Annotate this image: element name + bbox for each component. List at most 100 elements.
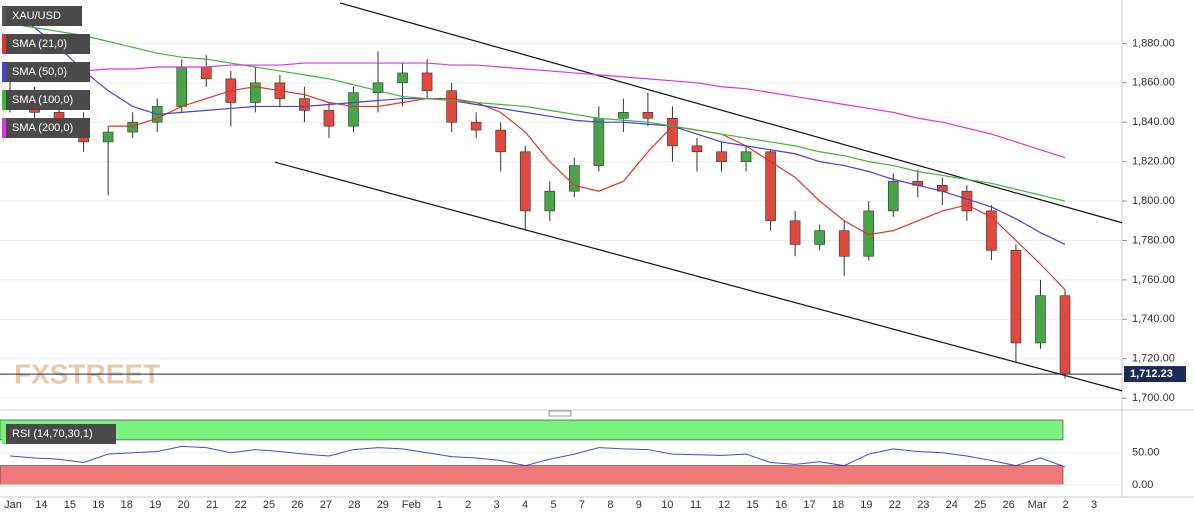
legend-box[interactable] xyxy=(2,118,90,138)
x-tick-label: 11 xyxy=(690,499,701,511)
candle-body xyxy=(814,230,825,245)
candle-body xyxy=(887,181,899,212)
last-price-box xyxy=(1124,366,1186,383)
legend-label: SMA (200,0) xyxy=(12,122,73,134)
candle-body xyxy=(986,210,997,251)
candle-body xyxy=(397,72,408,84)
x-tick-label: 2 xyxy=(465,499,471,511)
x-tick-label: 19 xyxy=(860,499,872,511)
y-tick-label: 1,800.00 xyxy=(1132,195,1175,207)
rsi-legend-swatch xyxy=(2,424,6,444)
candle-body xyxy=(789,220,801,245)
legend-label: SMA (21,0) xyxy=(12,38,67,50)
sma-line xyxy=(9,23,1066,202)
x-tick-label: 18 xyxy=(121,499,133,511)
x-tick-label: 18 xyxy=(832,499,844,511)
legend-label: XAU/USD xyxy=(12,10,61,22)
candle-body xyxy=(765,151,776,222)
legend-box[interactable] xyxy=(2,90,90,110)
rsi-legend-box[interactable] xyxy=(2,424,116,444)
candle-body xyxy=(470,121,482,131)
candle-body xyxy=(740,151,752,162)
candle-body xyxy=(127,121,138,133)
legend-swatch xyxy=(2,62,6,82)
x-tick-label: 4 xyxy=(522,499,528,511)
x-tick-label: 14 xyxy=(35,499,47,511)
x-tick-label: Jan xyxy=(4,499,22,511)
y-tick-label: 1,740.00 xyxy=(1132,313,1175,325)
candle-body xyxy=(544,190,556,212)
candle-body xyxy=(1035,295,1046,344)
candle-body xyxy=(618,112,629,119)
x-tick-label: 29 xyxy=(377,499,389,511)
rsi-overbought-zone xyxy=(0,419,1064,441)
candle-body xyxy=(299,98,310,111)
rsi-tick-label: 0.00 xyxy=(1132,479,1153,491)
candle-body xyxy=(348,92,359,127)
x-tick-label: 10 xyxy=(661,499,673,511)
x-tick-label: 20 xyxy=(178,499,190,511)
candle-body xyxy=(1010,250,1022,344)
trendline xyxy=(274,161,1123,392)
legend-box[interactable] xyxy=(2,62,90,82)
candle-body xyxy=(176,66,188,107)
x-tick-label: 22 xyxy=(889,499,901,511)
x-tick-label: 26 xyxy=(1003,499,1015,511)
candle-body xyxy=(716,151,727,162)
x-tick-label: Mar xyxy=(1028,499,1047,511)
rsi-tick-label: 50.00 xyxy=(1132,447,1160,459)
x-tick-label: 3 xyxy=(1091,499,1097,511)
candle-body xyxy=(667,117,678,147)
candle-body xyxy=(838,230,850,257)
candle-body xyxy=(372,82,384,93)
candle-body xyxy=(1059,295,1071,375)
candle-body xyxy=(691,145,703,153)
candle-body xyxy=(519,151,531,212)
candle-body xyxy=(642,112,654,119)
x-tick-label: 19 xyxy=(149,499,161,511)
sma-line xyxy=(9,62,1066,159)
legend-box[interactable] xyxy=(2,34,90,54)
sma-line xyxy=(9,9,1066,245)
candle-body xyxy=(421,72,433,91)
candle-body xyxy=(200,66,212,80)
x-tick-label: 3 xyxy=(494,499,500,511)
x-tick-label: Feb xyxy=(402,499,421,511)
candle-body xyxy=(569,165,580,192)
x-tick-label: 17 xyxy=(803,499,815,511)
rsi-legend-label: RSI (14,70,30,1) xyxy=(12,428,93,440)
x-tick-label: 8 xyxy=(607,499,613,511)
candle-body xyxy=(250,82,261,103)
x-tick-label: 23 xyxy=(917,499,929,511)
legend-label: SMA (100,0) xyxy=(12,94,73,106)
y-tick-label: 1,820.00 xyxy=(1132,156,1175,168)
x-tick-label: 25 xyxy=(263,499,275,511)
y-tick-label: 1,700.00 xyxy=(1132,392,1175,404)
x-tick-label: 15 xyxy=(747,499,759,511)
y-tick-label: 1,860.00 xyxy=(1132,77,1175,89)
x-tick-label: 1 xyxy=(437,499,443,511)
candle-body xyxy=(323,110,335,127)
candle-body xyxy=(593,117,605,166)
panel-handle[interactable] xyxy=(548,410,572,417)
last-price-label: 1,712.23 xyxy=(1130,368,1173,380)
sma-line xyxy=(108,86,1066,291)
x-tick-label: 24 xyxy=(946,499,958,511)
x-tick-label: 18 xyxy=(92,499,104,511)
trendline xyxy=(339,2,1123,224)
legend-swatch xyxy=(2,34,6,54)
x-tick-label: 9 xyxy=(636,499,642,511)
y-tick-label: 1,720.00 xyxy=(1132,353,1175,365)
candle-body xyxy=(961,190,973,212)
x-tick-label: 21 xyxy=(206,499,218,511)
candle-body xyxy=(102,131,114,143)
legend-swatch xyxy=(2,90,6,110)
legend-box[interactable] xyxy=(2,6,82,26)
legend-swatch xyxy=(2,118,6,138)
x-tick-label: 2 xyxy=(1062,499,1068,511)
y-tick-label: 1,880.00 xyxy=(1132,37,1175,49)
x-tick-label: 5 xyxy=(550,499,556,511)
x-tick-label: 15 xyxy=(64,499,76,511)
x-tick-label: 16 xyxy=(775,499,787,511)
